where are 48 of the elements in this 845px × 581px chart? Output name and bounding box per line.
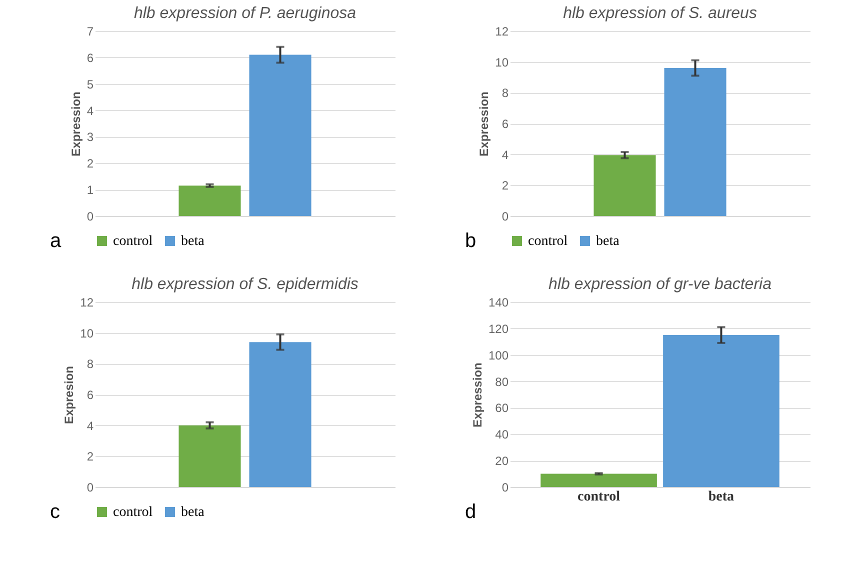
chart-title: hlb expression of S. aureus xyxy=(563,5,757,22)
legend-label: beta xyxy=(181,234,206,249)
y-tick-label: 4 xyxy=(502,148,509,162)
y-tick-label: 4 xyxy=(86,418,94,433)
y-axis-title: Expression xyxy=(470,362,484,428)
y-tick-label: 10 xyxy=(80,326,94,340)
y-axis-title: Expression xyxy=(477,92,492,156)
y-tick-label: 10 xyxy=(495,55,509,70)
y-tick-label: 12 xyxy=(80,296,94,310)
y-axis-title: Expresion xyxy=(62,366,76,424)
chart-title: hlb expression of S. epidermidis xyxy=(132,276,358,293)
text: b xyxy=(465,230,476,252)
chart-title: hlb expression of P. aeruginosa xyxy=(134,5,356,22)
y-tick-label: 8 xyxy=(502,86,509,100)
y-tick-label: 5 xyxy=(86,77,94,92)
y-tick-label: 60 xyxy=(495,401,509,416)
y-axis-title: Expression xyxy=(68,92,83,156)
text: d xyxy=(465,501,476,523)
y-tick-label: 6 xyxy=(502,117,509,131)
y-tick-label: 80 xyxy=(495,374,509,389)
legend-label: control xyxy=(113,505,153,520)
text: a xyxy=(50,230,62,252)
legend-label: control xyxy=(528,234,568,249)
y-tick-label: 2 xyxy=(86,450,94,464)
y-tick-label: 3 xyxy=(86,130,94,144)
y-tick-label: 100 xyxy=(488,348,509,362)
y-tick-label: 0 xyxy=(502,480,509,494)
y-tick-label: 140 xyxy=(488,296,509,310)
y-tick-label: 0 xyxy=(502,210,509,224)
y-tick-label: 12 xyxy=(495,24,509,38)
y-tick-label: 6 xyxy=(86,50,94,65)
y-tick-label: 6 xyxy=(86,388,94,402)
y-tick-label: 0 xyxy=(86,480,94,494)
legend-label: beta xyxy=(181,505,206,520)
y-tick-label: 2 xyxy=(86,156,94,171)
y-tick-label: 1 xyxy=(86,183,94,198)
text: c xyxy=(50,501,60,523)
y-tick-label: 4 xyxy=(86,104,94,118)
legend-label: control xyxy=(113,234,153,249)
chart-title: hlb expression of gr-ve bacteria xyxy=(548,276,772,293)
y-tick-label: 2 xyxy=(502,178,509,193)
y-tick-label: 20 xyxy=(495,454,509,468)
y-tick-label: 7 xyxy=(86,24,94,38)
y-tick-label: 0 xyxy=(86,210,94,224)
y-tick-label: 120 xyxy=(488,322,509,336)
legend-label: beta xyxy=(596,234,620,249)
y-tick-label: 40 xyxy=(495,428,509,442)
y-tick-label: 8 xyxy=(86,357,94,372)
